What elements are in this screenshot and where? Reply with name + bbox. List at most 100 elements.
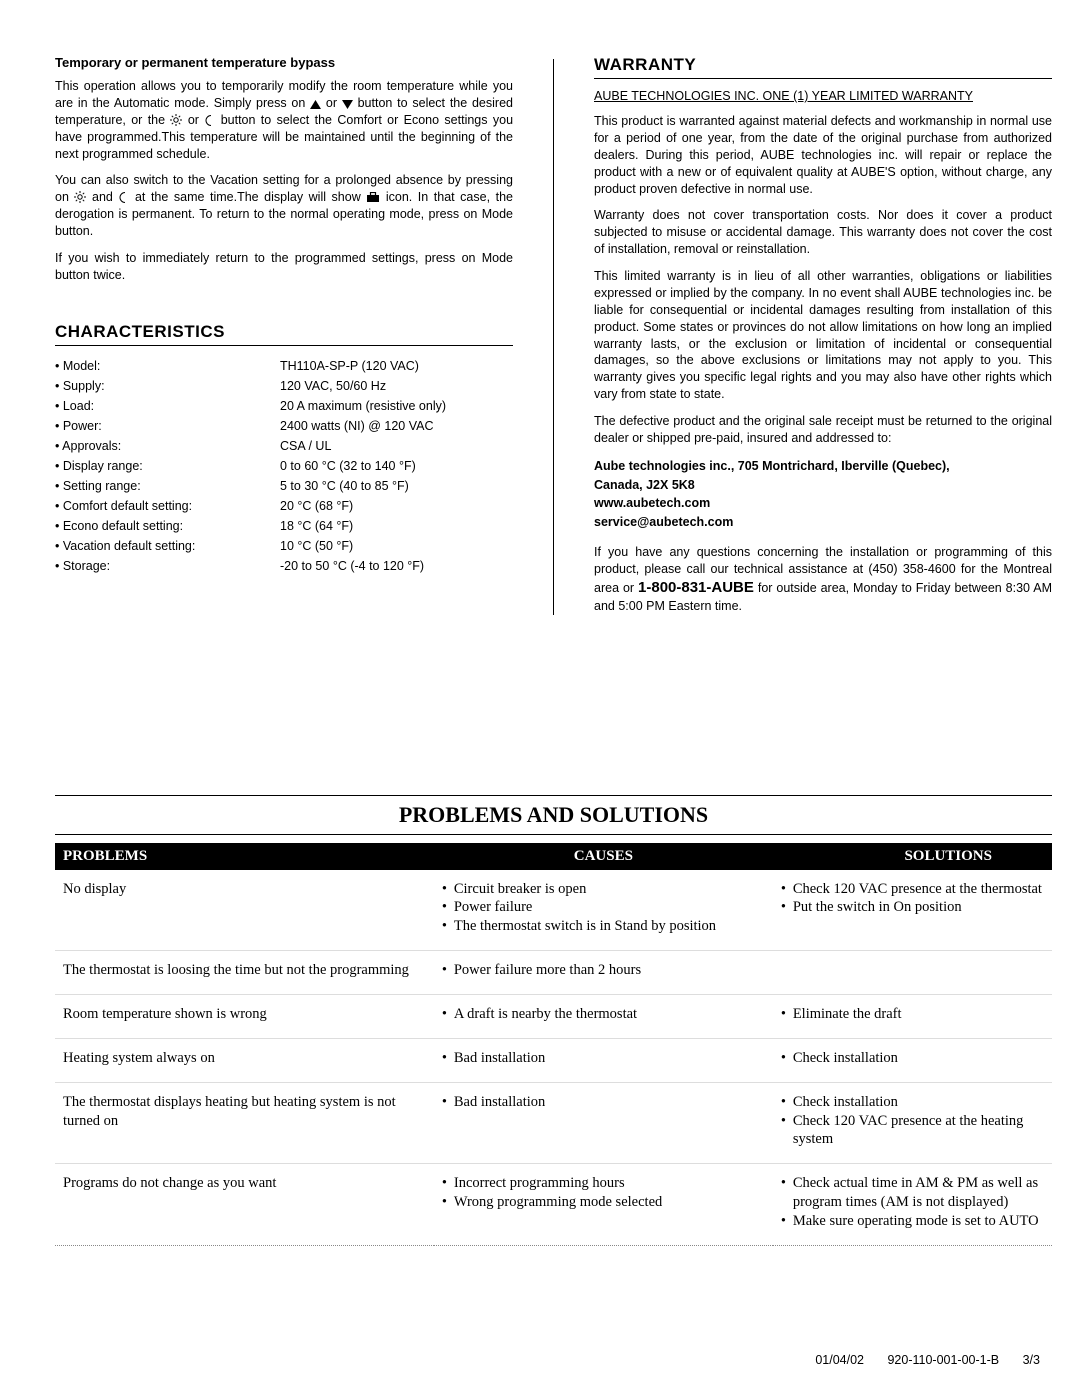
down-triangle-icon [342,100,353,109]
table-row: Programs do not change as you wantIncorr… [55,1164,1052,1246]
list-item: Incorrect programming hours [442,1174,765,1193]
warranty-heading: WARRANTY [594,55,1052,79]
sun-icon [74,191,86,203]
page-footer: 01/04/02 920-110-001-00-1-B 3/3 [795,1353,1040,1367]
sun-icon [170,114,182,126]
contact-email: service@aubetech.com [594,513,1052,532]
char-label: • Display range: [55,456,280,476]
contact-block: Aube technologies inc., 705 Montrichard,… [594,457,1052,532]
cell-problem: Programs do not change as you want [55,1164,434,1246]
cell-solutions: Check 120 VAC presence at the thermostat… [773,870,1052,951]
characteristics-heading: CHARACTERISTICS [55,322,513,346]
cell-causes: Incorrect programming hoursWrong program… [434,1164,773,1246]
footer-doc: 920-110-001-00-1-B [887,1353,999,1367]
cell-problem: No display [55,870,434,951]
char-label: • Approvals: [55,436,280,456]
char-row: • Storage:-20 to 50 °C (-4 to 120 °F) [55,556,513,576]
char-value: 0 to 60 °C (32 to 140 °F) [280,456,513,476]
char-value: 5 to 30 °C (40 to 85 °F) [280,476,513,496]
char-value: 10 °C (50 °F) [280,536,513,556]
list-item: Check installation [781,1093,1044,1112]
warranty-p2: Warranty does not cover transportation c… [594,207,1052,258]
list-item: Power failure [442,898,765,917]
char-label: • Power: [55,416,280,436]
char-value: 120 VAC, 50/60 Hz [280,376,513,396]
suitcase-icon [366,192,380,203]
list-item: Bad installation [442,1049,765,1068]
cell-causes: Bad installation [434,1038,773,1082]
cell-solutions: Check installation [773,1038,1052,1082]
table-row: The thermostat is loosing the time but n… [55,951,1052,995]
left-column: Temporary or permanent temperature bypas… [55,55,513,625]
cell-causes: Bad installation [434,1082,773,1164]
bypass-heading: Temporary or permanent temperature bypas… [55,55,513,70]
problems-solutions-table: PROBLEMS CAUSES SOLUTIONS No displayCirc… [55,843,1052,1246]
cell-problem: The thermostat displays heating but heat… [55,1082,434,1164]
bypass-p2: You can also switch to the Vacation sett… [55,172,513,240]
list-item: Circuit breaker is open [442,880,765,899]
char-row: • Supply:120 VAC, 50/60 Hz [55,376,513,396]
list-item: Put the switch in On position [781,898,1044,917]
table-row: The thermostat displays heating but heat… [55,1082,1052,1164]
table-row: Heating system always on Bad installation… [55,1038,1052,1082]
text: and [92,190,118,204]
text: at the same time.The display will show [135,190,366,204]
char-row: • Comfort default setting:20 °C (68 °F) [55,496,513,516]
warranty-p4: The defective product and the original s… [594,413,1052,447]
vertical-divider [553,59,554,615]
char-row: • Vacation default setting:10 °C (50 °F) [55,536,513,556]
th-causes: CAUSES [434,843,773,870]
cell-causes: Circuit breaker is openPower failureThe … [434,870,773,951]
problems-solutions-title: PROBLEMS AND SOLUTIONS [55,795,1052,835]
warranty-p3: This limited warranty is in lieu of all … [594,268,1052,403]
char-value: 20 A maximum (resistive only) [280,396,513,416]
list-item: Check actual time in AM & PM as well as … [781,1174,1044,1212]
table-row: Room temperature shown is wrong A draft i… [55,995,1052,1039]
cell-solutions: Eliminate the draft [773,995,1052,1039]
list-item: Check 120 VAC presence at the thermostat [781,880,1044,899]
table-row: No displayCircuit breaker is openPower f… [55,870,1052,951]
cell-problem: Room temperature shown is wrong [55,995,434,1039]
char-value: CSA / UL [280,436,513,456]
footer-page: 3/3 [1023,1353,1040,1367]
char-row: • Power:2400 watts (NI) @ 120 VAC [55,416,513,436]
phone-bold: 1-800-831-AUBE [638,579,754,596]
moon-icon [204,115,215,126]
char-label: • Model: [55,356,280,376]
char-row: • Load:20 A maximum (resistive only) [55,396,513,416]
char-value: TH110A-SP-P (120 VAC) [280,356,513,376]
char-value: 18 °C (64 °F) [280,516,513,536]
th-solutions: SOLUTIONS [773,843,1052,870]
char-row: • Model:TH110A-SP-P (120 VAC) [55,356,513,376]
cell-solutions [773,951,1052,995]
list-item: The thermostat switch is in Stand by pos… [442,917,765,936]
char-label: • Setting range: [55,476,280,496]
cell-causes: Power failure more than 2 hours [434,951,773,995]
char-label: • Comfort default setting: [55,496,280,516]
warranty-p5: If you have any questions concerning the… [594,544,1052,615]
char-label: • Load: [55,396,280,416]
char-label: • Supply: [55,376,280,396]
char-row: • Approvals:CSA / UL [55,436,513,456]
char-value: 20 °C (68 °F) [280,496,513,516]
up-triangle-icon [310,100,321,109]
characteristics-list: • Model:TH110A-SP-P (120 VAC)• Supply:12… [55,356,513,576]
cell-causes: A draft is nearby the thermostat [434,995,773,1039]
char-label: • Vacation default setting: [55,536,280,556]
right-column: WARRANTY AUBE TECHNOLOGIES INC. ONE (1) … [594,55,1052,625]
char-row: • Econo default setting:18 °C (64 °F) [55,516,513,536]
text: or [326,96,342,110]
bypass-p1: This operation allows you to temporarily… [55,78,513,162]
char-value: 2400 watts (NI) @ 120 VAC [280,416,513,436]
list-item: Make sure operating mode is set to AUTO [781,1212,1044,1231]
list-item: Eliminate the draft [781,1005,1044,1024]
warranty-p1: This product is warranted against materi… [594,113,1052,197]
footer-date: 01/04/02 [815,1353,864,1367]
list-item: Check 120 VAC presence at the heating sy… [781,1112,1044,1150]
moon-icon [118,192,129,203]
contact-addr1: Aube technologies inc., 705 Montrichard,… [594,457,1052,476]
list-item: Bad installation [442,1093,765,1112]
cell-problem: Heating system always on [55,1038,434,1082]
list-item: A draft is nearby the thermostat [442,1005,765,1024]
cell-problem: The thermostat is loosing the time but n… [55,951,434,995]
